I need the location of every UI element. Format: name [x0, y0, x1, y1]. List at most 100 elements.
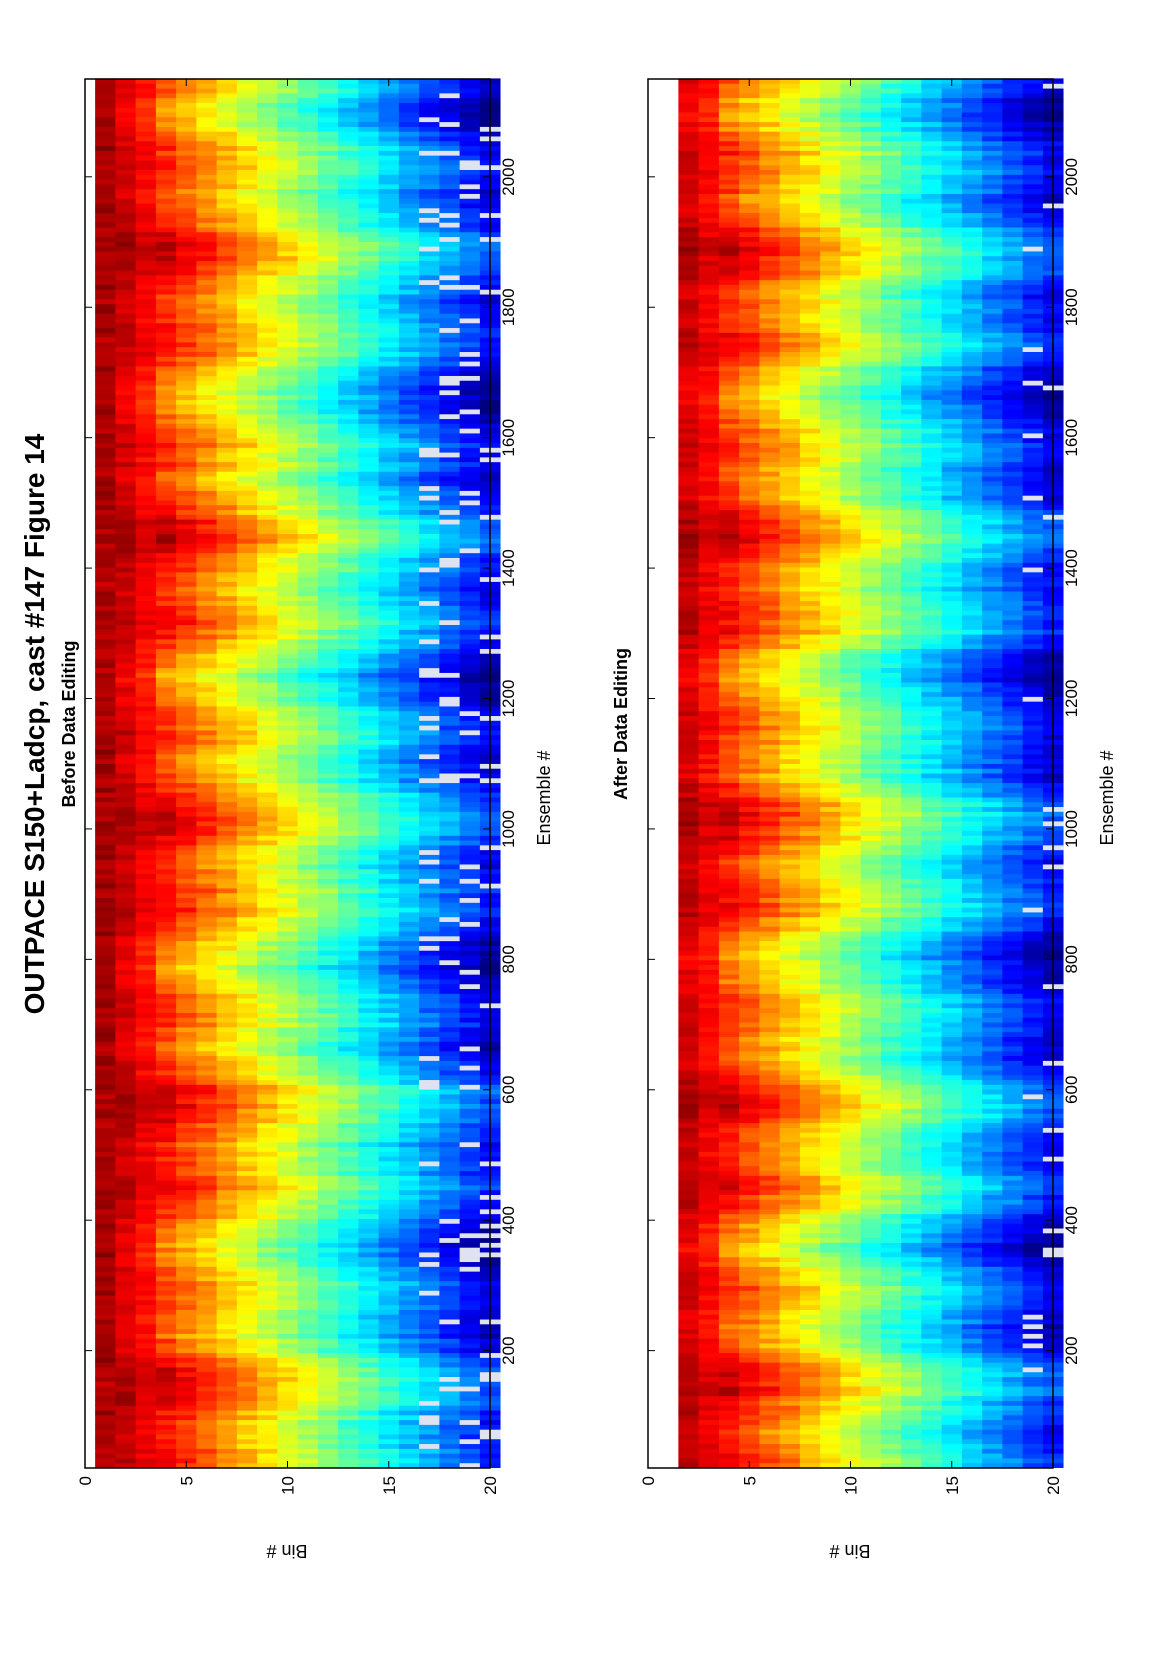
heatmap-cell	[378, 533, 400, 539]
heatmap-cell	[419, 1462, 440, 1468]
heatmap-cell	[297, 1438, 319, 1445]
heatmap-cell	[358, 1424, 380, 1430]
heatmap-cell	[216, 782, 238, 788]
heatmap-cell	[196, 1371, 218, 1377]
heatmap-cell	[338, 710, 359, 717]
heatmap-cell	[338, 1227, 359, 1234]
heatmap-cell	[378, 940, 400, 946]
heatmap-cell	[398, 787, 420, 793]
heatmap-cell	[338, 289, 359, 295]
heatmap-cell	[358, 681, 380, 688]
heatmap-cell	[358, 777, 380, 784]
heatmap-cell	[439, 792, 461, 798]
heatmap-cell	[155, 337, 177, 343]
heatmap-cell	[439, 629, 461, 635]
heatmap-cell	[439, 969, 461, 975]
heatmap-cell	[135, 634, 157, 640]
heatmap-cell	[419, 562, 440, 568]
heatmap-cell	[257, 653, 278, 659]
heatmap-cell	[419, 375, 440, 381]
heatmap-cell	[176, 360, 197, 367]
heatmap-cell	[155, 394, 177, 400]
heatmap-cell	[338, 1338, 359, 1344]
heatmap-cell	[216, 605, 238, 611]
heatmap-cell	[236, 854, 258, 860]
heatmap-cell	[338, 1165, 359, 1172]
heatmap-cell	[398, 859, 420, 865]
heatmap-cell	[398, 1448, 420, 1454]
heatmap-cell	[216, 1314, 238, 1320]
heatmap-cell	[439, 428, 461, 434]
heatmap-cell	[176, 1055, 197, 1061]
heatmap-cell	[196, 1055, 218, 1061]
heatmap-cell	[317, 1021, 339, 1028]
heatmap-cell	[115, 308, 137, 314]
heatmap-cell	[277, 1266, 299, 1272]
heatmap-cell	[419, 610, 440, 616]
heatmap-cell	[297, 543, 319, 549]
heatmap-cell	[297, 1290, 319, 1296]
heatmap-cell	[277, 519, 299, 525]
heatmap-cell	[115, 380, 137, 386]
heatmap-cell	[155, 806, 177, 812]
heatmap-cell	[115, 1223, 137, 1229]
heatmap-cell	[277, 1117, 299, 1124]
heatmap-cell	[439, 1309, 461, 1315]
heatmap-cell	[257, 423, 278, 429]
heatmap-cell	[338, 1256, 359, 1263]
heatmap-cell	[95, 868, 116, 875]
heatmap-cell	[176, 705, 197, 712]
heatmap-cell	[277, 1146, 299, 1152]
heatmap-cell	[155, 950, 177, 956]
heatmap-cell	[135, 1390, 157, 1397]
heatmap-cell	[95, 1381, 116, 1387]
heatmap-cell	[419, 734, 440, 740]
heatmap-cell	[196, 1433, 218, 1440]
heatmap-cell	[135, 375, 157, 381]
heatmap-cell	[135, 1299, 157, 1306]
heatmap-cell	[398, 1108, 420, 1114]
heatmap-cell	[196, 600, 218, 606]
heatmap-cell	[378, 629, 400, 635]
heatmap-cell	[176, 978, 197, 985]
heatmap-cell	[277, 423, 299, 429]
heatmap-cell	[338, 868, 359, 875]
heatmap-cell	[135, 1424, 157, 1430]
heatmap-cell	[196, 293, 218, 300]
heatmap-cell	[155, 1419, 177, 1425]
heatmap-cell	[236, 1213, 258, 1219]
heatmap-cell	[257, 954, 278, 961]
heatmap-cell	[338, 1218, 359, 1224]
heatmap-cell	[419, 600, 440, 606]
heatmap-cell	[257, 490, 278, 496]
heatmap-cell	[297, 1271, 319, 1277]
heatmap-cell	[338, 293, 359, 300]
heatmap-cell	[257, 605, 278, 611]
heatmap-cell	[398, 1132, 420, 1138]
heatmap-cell	[176, 1294, 197, 1301]
heatmap-cell	[135, 586, 157, 592]
heatmap-cell	[398, 998, 420, 1004]
heatmap-cell	[439, 1227, 461, 1234]
heatmap-cell	[459, 619, 481, 626]
heatmap-cell	[257, 1208, 278, 1215]
heatmap-cell	[236, 514, 258, 520]
heatmap-cell	[419, 1376, 440, 1382]
heatmap-cell	[277, 1041, 299, 1047]
heatmap-cell	[196, 940, 218, 946]
heatmap-cell	[236, 451, 258, 458]
heatmap-cell	[459, 600, 481, 606]
heatmap-cell	[257, 1366, 278, 1373]
heatmap-cell	[439, 432, 461, 439]
heatmap-cell	[155, 1409, 177, 1416]
heatmap-cell	[459, 389, 481, 396]
heatmap-cell	[196, 1366, 218, 1373]
heatmap-cell	[216, 547, 238, 554]
heatmap-cell	[196, 945, 218, 951]
heatmap-cell	[378, 332, 400, 338]
heatmap-cell	[135, 974, 157, 980]
heatmap-cell	[338, 595, 359, 602]
heatmap-cell	[135, 1041, 157, 1047]
heatmap-cell	[358, 1275, 380, 1282]
heatmap-cell	[378, 883, 400, 889]
